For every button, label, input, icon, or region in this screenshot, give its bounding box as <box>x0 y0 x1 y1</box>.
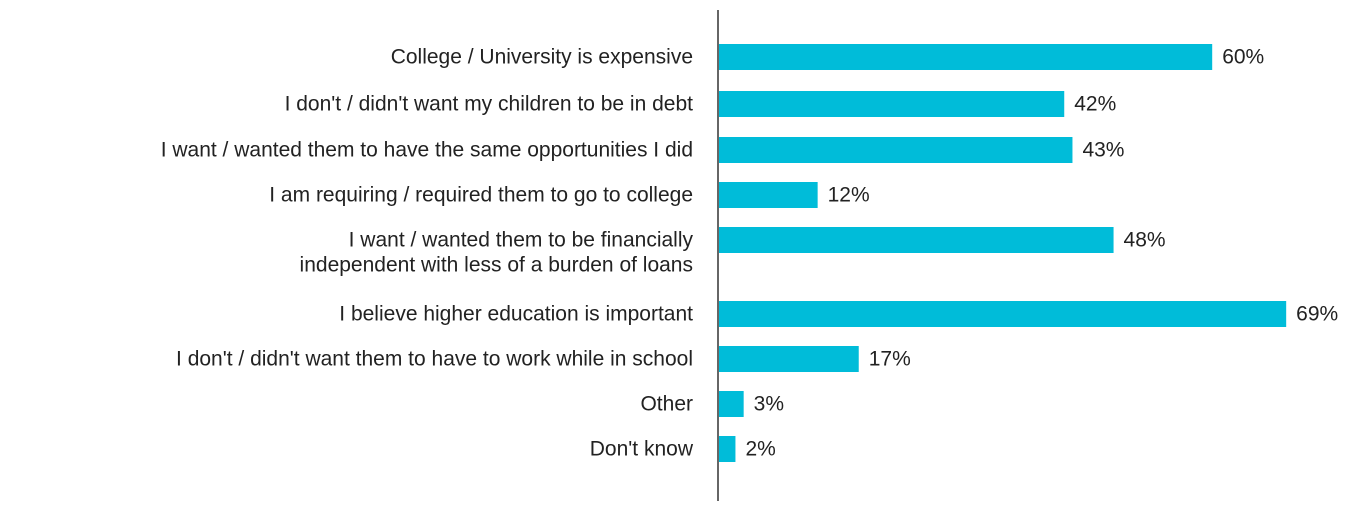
bar <box>719 44 1213 70</box>
data-label: 17% <box>869 348 911 371</box>
category-label: I am requiring / required them to go to … <box>269 184 693 207</box>
category-label: I believe higher education is important <box>339 303 693 326</box>
bar <box>719 346 859 372</box>
bar <box>719 137 1073 163</box>
bar <box>719 227 1114 253</box>
category-label: I don't / didn't want my children to be … <box>285 93 694 116</box>
data-label: 48% <box>1124 229 1166 252</box>
data-label: 69% <box>1296 303 1338 326</box>
category-label: I want / wanted them to be financially in… <box>300 229 694 277</box>
data-label: 12% <box>828 184 870 207</box>
category-label: Don't know <box>590 438 694 461</box>
data-label: 43% <box>1082 139 1124 162</box>
category-label: Other <box>640 393 693 416</box>
data-label: 3% <box>754 393 784 416</box>
category-label: I want / wanted them to have the same op… <box>161 139 693 162</box>
bar <box>719 436 736 462</box>
data-label: 2% <box>745 438 775 461</box>
category-label: I don't / didn't want them to have to wo… <box>176 348 693 371</box>
data-label: 60% <box>1222 46 1264 69</box>
category-label: College / University is expensive <box>391 46 693 69</box>
data-label: 42% <box>1074 93 1116 116</box>
bar <box>719 182 818 208</box>
bar <box>719 391 744 417</box>
bar <box>719 91 1065 117</box>
bar <box>719 301 1287 327</box>
